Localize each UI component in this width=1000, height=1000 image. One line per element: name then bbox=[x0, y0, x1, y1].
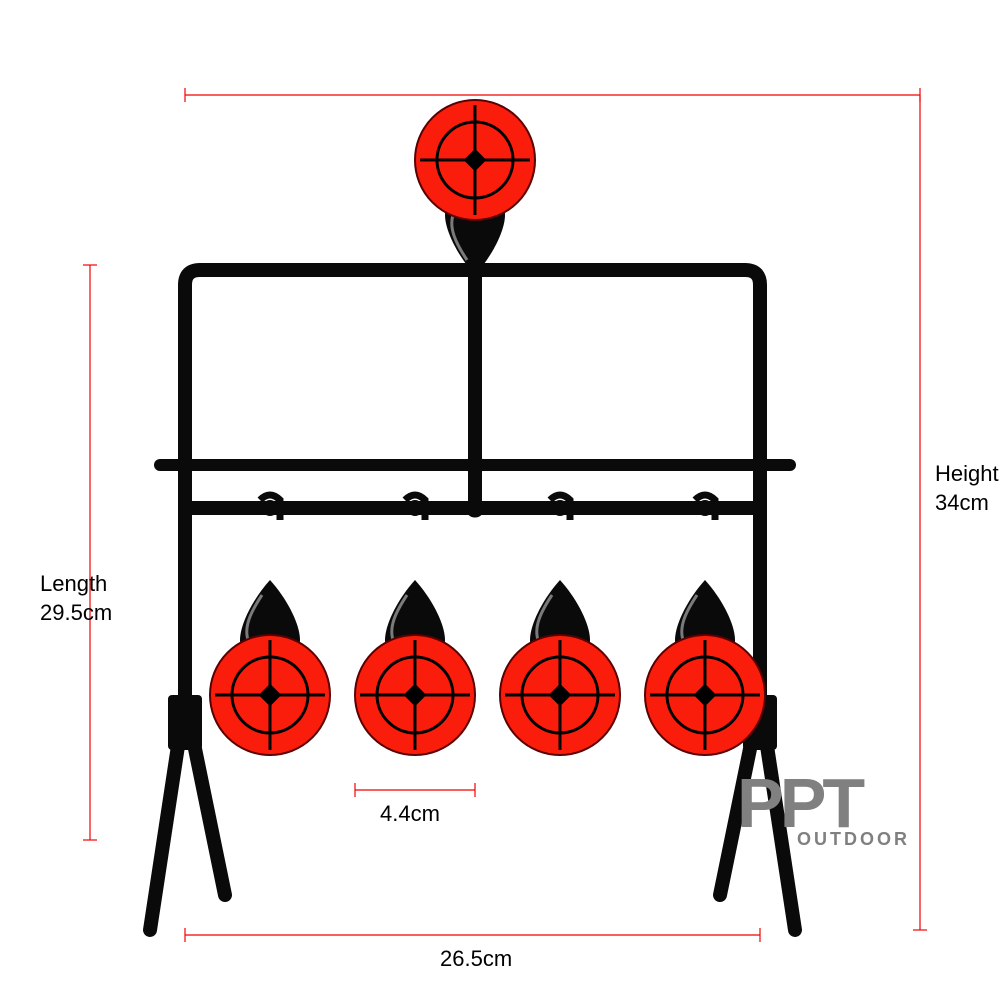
target-3 bbox=[500, 580, 620, 755]
logo-main: PPT bbox=[737, 772, 910, 835]
target-top bbox=[415, 100, 535, 275]
length-value: 29.5cm bbox=[40, 599, 112, 628]
target-diameter-value: 4.4cm bbox=[380, 800, 440, 829]
width-label: 26.5cm bbox=[440, 945, 512, 974]
length-title: Length bbox=[40, 570, 112, 599]
height-title: Height bbox=[935, 460, 999, 489]
product-diagram bbox=[0, 0, 1000, 1000]
length-label: Length 29.5cm bbox=[40, 570, 112, 627]
target-4 bbox=[645, 580, 765, 755]
height-value: 34cm bbox=[935, 489, 999, 518]
target-1 bbox=[210, 580, 330, 755]
brand-logo: PPT OUTDOOR bbox=[737, 772, 910, 850]
logo-sub: OUTDOOR bbox=[797, 829, 910, 850]
width-value: 26.5cm bbox=[440, 945, 512, 974]
target-diameter-label: 4.4cm bbox=[380, 800, 440, 829]
height-label: Height 34cm bbox=[935, 460, 999, 517]
target-2 bbox=[355, 580, 475, 755]
